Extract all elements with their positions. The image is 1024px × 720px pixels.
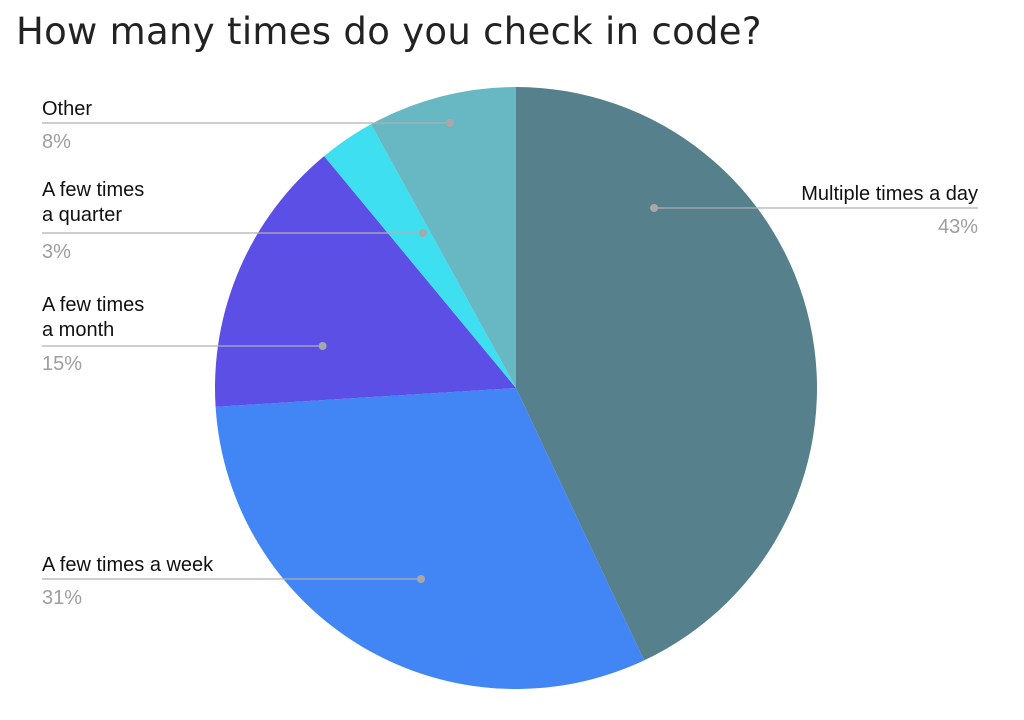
slice-name-label: Multiple times a day bbox=[801, 183, 978, 205]
slice-name-label: A few times bbox=[42, 294, 144, 316]
slice-percent-label: 43% bbox=[938, 216, 978, 238]
slice-percent-label: 15% bbox=[42, 353, 82, 375]
pie-slice-multiple-times-a-day bbox=[516, 87, 817, 661]
slice-label-group: A few times a month 15% bbox=[42, 294, 327, 375]
slice-name-label: a quarter bbox=[42, 204, 122, 226]
slice-name-label: A few times a week bbox=[42, 554, 214, 576]
slice-percent-label: 31% bbox=[42, 587, 82, 609]
leader-dot bbox=[418, 229, 427, 237]
slice-label-group: Other 8% bbox=[42, 98, 455, 153]
leader-dot bbox=[446, 119, 455, 127]
leader-dot bbox=[318, 342, 327, 350]
pie-slice-a-few-times-a-month bbox=[214, 156, 516, 407]
slice-label-group: A few times a week 31% bbox=[42, 554, 426, 609]
slice-percent-label: 3% bbox=[42, 241, 71, 263]
pie-slice-a-few-times-a-quarter bbox=[324, 124, 516, 388]
slice-labels: Multiple times a day 43% A few times a wee… bbox=[42, 98, 978, 609]
slice-name-label: Other bbox=[42, 98, 92, 120]
slice-label-group: A few times a quarter 3% bbox=[42, 179, 427, 263]
slice-label-group: Multiple times a day 43% bbox=[650, 183, 978, 238]
chart-title: How many times do you check in code? bbox=[16, 10, 762, 53]
slice-name-label: A few times bbox=[42, 179, 144, 201]
pie-slice-a-few-times-a-week bbox=[215, 388, 645, 689]
pie-slice-other bbox=[370, 87, 516, 388]
leader-dot bbox=[650, 204, 659, 212]
slice-name-label: a month bbox=[42, 319, 114, 341]
slice-percent-label: 8% bbox=[42, 131, 71, 153]
pie-slices bbox=[214, 87, 817, 689]
leader-dot bbox=[417, 575, 426, 583]
